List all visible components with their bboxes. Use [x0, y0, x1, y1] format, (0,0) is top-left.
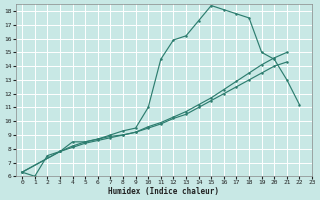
- X-axis label: Humidex (Indice chaleur): Humidex (Indice chaleur): [108, 187, 220, 196]
